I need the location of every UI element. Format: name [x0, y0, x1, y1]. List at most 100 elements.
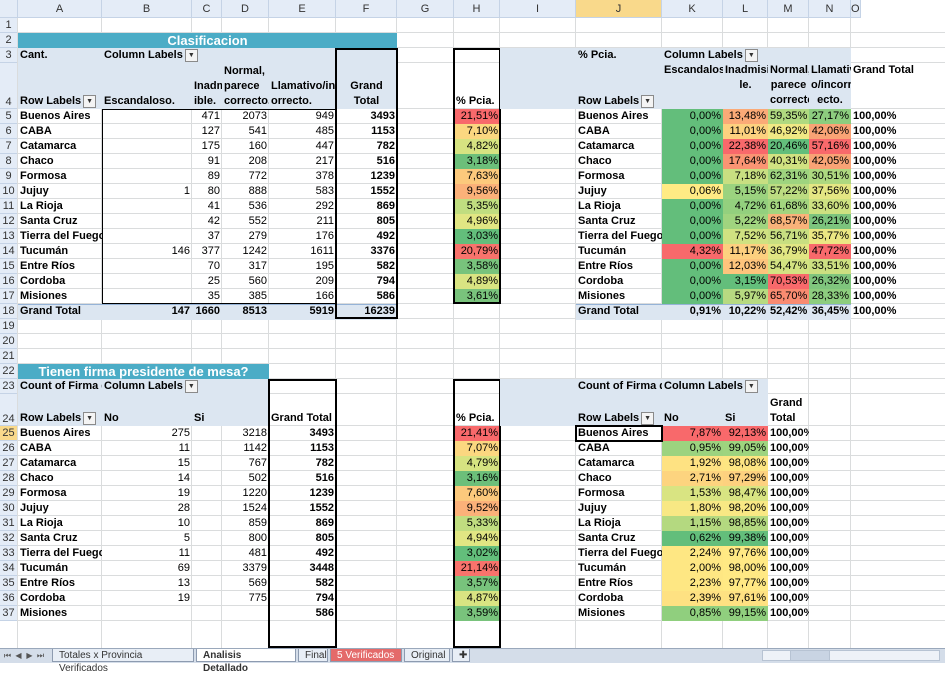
sheet-tab[interactable]: Totales x Provincia Verificados [52, 649, 194, 674]
filter-dropdown-icon[interactable]: ▼ [641, 94, 655, 108]
pivot4-row-label: Chaco [578, 472, 612, 484]
column-header-k[interactable]: K [662, 0, 723, 18]
row-header-2[interactable]: 2 [0, 33, 18, 48]
row-header-6[interactable]: 6 [0, 124, 18, 139]
row-header-14[interactable]: 14 [0, 244, 18, 259]
sheet-tab[interactable]: Analisis Detallado [196, 649, 296, 674]
row-header-28[interactable]: 28 [0, 471, 18, 486]
row-header-20[interactable]: 20 [0, 334, 18, 349]
horizontal-scrollbar[interactable] [762, 650, 940, 661]
select-all-corner[interactable] [0, 0, 18, 18]
row-header-10[interactable]: 10 [0, 184, 18, 199]
pivot4-row-label: Tierra del Fuego [578, 547, 662, 559]
last-sheet-icon[interactable]: ⏭ [36, 651, 45, 660]
column-header-g[interactable]: G [397, 0, 454, 18]
column-header-b[interactable]: B [102, 0, 192, 18]
pivot4-row-labels[interactable]: Row Labels ▼ [576, 411, 662, 426]
row-header-22[interactable]: 22 [0, 364, 18, 379]
pivot4-column-labels[interactable]: Column Labels ▼ [662, 379, 768, 394]
filter-dropdown-icon[interactable]: ▼ [744, 48, 758, 62]
pivot1-column-labels[interactable]: Column Labels ▼ [102, 48, 222, 63]
row-header-30[interactable]: 30 [0, 501, 18, 516]
pcia3-value: 5,33% [454, 516, 500, 531]
column-header-f[interactable]: F [336, 0, 397, 18]
pivot2-value: 0,00% [662, 199, 723, 214]
pivot3-value: 28 [177, 502, 190, 514]
row-header-27[interactable]: 27 [0, 456, 18, 471]
column-header-i[interactable]: I [500, 0, 576, 18]
pivot4-value: 1,80% [662, 501, 723, 516]
sheet-tab[interactable]: Final [298, 649, 328, 662]
column-header-o[interactable]: O [851, 0, 861, 18]
pivot1-value: 1611 [310, 245, 334, 257]
filter-dropdown-icon[interactable]: ▼ [83, 411, 97, 425]
pivot1-value [102, 169, 192, 184]
pivot2-value: 20,46% [768, 139, 809, 154]
pivot2-column-labels[interactable]: Column Labels ▼ [662, 48, 768, 63]
row-header-26[interactable]: 26 [0, 441, 18, 456]
row-header-29[interactable]: 29 [0, 486, 18, 501]
column-header-l[interactable]: L [723, 0, 768, 18]
row-header-17[interactable]: 17 [0, 289, 18, 304]
row-header-4[interactable]: 4 [0, 63, 18, 109]
sheet-tab[interactable]: 5 Verificados [330, 649, 402, 662]
row-header-3[interactable]: 3 [0, 48, 18, 63]
row-header-24[interactable]: 24 [0, 394, 18, 426]
pivot2-value: 56,71% [768, 229, 809, 244]
pivot4-row-label: Jujuy [578, 502, 607, 514]
first-sheet-icon[interactable]: ⏮ [3, 651, 12, 660]
column-header-n[interactable]: N [809, 0, 851, 18]
row-header-13[interactable]: 13 [0, 229, 18, 244]
column-header-c[interactable]: C [192, 0, 222, 18]
row-header-35[interactable]: 35 [0, 576, 18, 591]
column-header-e[interactable]: E [269, 0, 336, 18]
column-header-d[interactable]: D [222, 0, 269, 18]
pivot1-row-labels[interactable]: Row Labels ▼ [18, 94, 102, 109]
scrollbar-thumb[interactable] [790, 650, 830, 661]
row-header-36[interactable]: 36 [0, 591, 18, 606]
row-header-9[interactable]: 9 [0, 169, 18, 184]
pivot3-row-labels[interactable]: Row Labels ▼ [18, 411, 102, 426]
row-header-1[interactable]: 1 [0, 18, 18, 33]
pivot1-value: 541 [248, 125, 267, 137]
column-header-m[interactable]: M [768, 0, 809, 18]
row-header-18[interactable]: 18 [0, 304, 18, 319]
insert-sheet-icon[interactable]: ✚ [452, 649, 470, 662]
pivot2-row-label: Catamarca [578, 140, 635, 152]
row-header-23[interactable]: 23 [0, 379, 18, 394]
pivot2-row-labels[interactable]: Row Labels ▼ [576, 94, 662, 109]
pivot3-row-label: Entre Ríos [20, 577, 76, 589]
filter-dropdown-icon[interactable]: ▼ [184, 48, 198, 62]
filter-dropdown-icon[interactable]: ▼ [641, 411, 655, 425]
pivot3-column-labels[interactable]: Column Labels ▼ [102, 379, 222, 394]
pcia1-value: 3,58% [454, 259, 500, 274]
row-header-8[interactable]: 8 [0, 154, 18, 169]
column-header-a[interactable]: A [18, 0, 102, 18]
filter-dropdown-icon[interactable]: ▼ [184, 379, 198, 393]
spreadsheet-grid[interactable]: A B C D E F G H I J K L M N O 1 2 3 4 5 6 7 8 9 10 11 12 13 14 15 16 17… [0, 0, 945, 648]
row-header-32[interactable]: 32 [0, 531, 18, 546]
row-header-37[interactable]: 37 [0, 606, 18, 621]
row-header-16[interactable]: 16 [0, 274, 18, 289]
row-header-11[interactable]: 11 [0, 199, 18, 214]
column-header-h[interactable]: H [454, 0, 500, 18]
row-header-15[interactable]: 15 [0, 259, 18, 274]
next-sheet-icon[interactable]: ▶ [26, 651, 33, 660]
filter-dropdown-icon[interactable]: ▼ [744, 379, 758, 393]
row-header-25[interactable]: 25 [0, 426, 18, 441]
sheet-tab[interactable]: Original [404, 649, 450, 662]
row-header-21[interactable]: 21 [0, 349, 18, 364]
row-header-34[interactable]: 34 [0, 561, 18, 576]
pivot1-value: 447 [315, 140, 334, 152]
prev-sheet-icon[interactable]: ◀ [15, 651, 22, 660]
row-header-19[interactable]: 19 [0, 319, 18, 334]
row-header-7[interactable]: 7 [0, 139, 18, 154]
column-header-j[interactable]: J [576, 0, 662, 18]
pivot1-total-band [18, 304, 397, 320]
row-header-31[interactable]: 31 [0, 516, 18, 531]
row-header-12[interactable]: 12 [0, 214, 18, 229]
pivot1-value: 805 [376, 215, 395, 227]
filter-dropdown-icon[interactable]: ▼ [83, 94, 97, 108]
row-header-5[interactable]: 5 [0, 109, 18, 124]
row-header-33[interactable]: 33 [0, 546, 18, 561]
